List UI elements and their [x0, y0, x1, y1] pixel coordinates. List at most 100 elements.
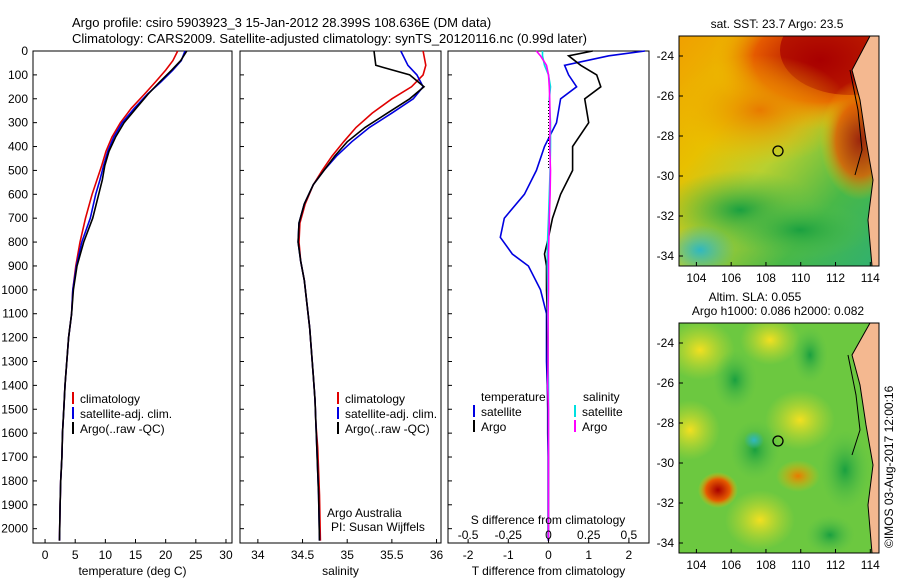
sla-yellow-5 — [725, 490, 795, 550]
sla-green-2 — [792, 327, 828, 383]
sla-land — [851, 323, 879, 553]
series-line-argo-raw-qc- — [297, 50, 426, 541]
map-x-tick-label: 108 — [756, 558, 776, 572]
legend-label-sal-argo: Argo — [582, 420, 608, 434]
x-tick-label: 35 — [341, 548, 355, 562]
s-diff-tick-label: 0.25 — [577, 528, 601, 542]
y-tick-label: 2000 — [1, 522, 28, 536]
map-x-tick-label: 110 — [791, 271, 810, 285]
x-tick-label: 1 — [585, 548, 592, 562]
series-line-salinity-argo — [535, 50, 552, 541]
map-x-tick-label: 106 — [721, 558, 741, 572]
legend-label-argo: Argo(..raw -QC) — [80, 422, 165, 436]
map-y-tick-label: -32 — [657, 209, 675, 223]
map-x-tick-label: 108 — [756, 271, 776, 285]
series-line-argo — [543, 50, 602, 541]
salinity-legend: climatology satellite-adj. clim. Argo(..… — [337, 392, 437, 436]
sst-land — [851, 36, 879, 266]
x-tick-label: 35.5 — [380, 548, 404, 562]
legend-title-temperature: temperature — [481, 390, 546, 404]
sla-coast-contour — [847, 354, 861, 456]
sla-yellow-4 — [679, 400, 720, 460]
map-x-tick-label: 114 — [861, 271, 880, 285]
y-tick-label: 700 — [8, 211, 28, 225]
x-tick-label: 25 — [189, 548, 203, 562]
y-tick-label: 1400 — [1, 378, 28, 392]
map-x-tick-label: 104 — [686, 558, 706, 572]
y-tick-label: 0 — [21, 44, 28, 58]
legend-label-temp-argo: Argo — [481, 420, 507, 434]
temperature-legend: climatology satellite-adj. clim. Argo(..… — [72, 392, 172, 436]
y-tick-label: 1800 — [1, 474, 28, 488]
series-line-climatology — [58, 50, 179, 541]
imos-credit: ©IMOS 03-Aug-2017 12:00:16 — [882, 385, 896, 548]
header-line2: Climatology: CARS2009. Satellite-adjuste… — [72, 31, 587, 46]
sla-map — [679, 323, 879, 553]
y-tick-label: 600 — [8, 187, 28, 201]
sst-orange-region — [679, 55, 850, 165]
map-x-tick-label: 104 — [686, 271, 706, 285]
y-tick-label: 1900 — [1, 498, 28, 512]
sst-cool-region2 — [730, 200, 870, 260]
sla-orange-1 — [698, 472, 738, 508]
x-tick-label: 10 — [99, 548, 113, 562]
map-y-tick-label: -26 — [657, 376, 675, 390]
series-line-argo-raw-qc- — [58, 50, 188, 541]
temperature-panel-frame — [32, 50, 233, 544]
y-tick-label: 1700 — [1, 450, 28, 464]
sla-cyan-patch — [744, 431, 764, 449]
y-tick-label: 100 — [8, 68, 28, 82]
legend-label-satellite: satellite-adj. clim. — [80, 407, 172, 421]
map-y-tick-label: -30 — [657, 169, 675, 183]
salinity-panel-frame — [239, 50, 442, 544]
sst-map-title: sat. SST: 23.7 Argo: 23.5 — [711, 17, 844, 31]
x-tick-label: 36 — [430, 548, 444, 562]
legend-label-climatology: climatology — [345, 392, 405, 406]
x-tick-label: 5 — [72, 548, 79, 562]
map-y-tick-label: -28 — [657, 129, 675, 143]
map-x-tick-label: 114 — [861, 558, 880, 572]
sla-map-ticks: 104 106 108 110 112 114 -24 -26 -28 -30 -32 -34 — [657, 336, 881, 572]
map-y-tick-label: -26 — [657, 89, 675, 103]
legend-label-sal-satellite: satellite — [582, 405, 623, 419]
sla-map-title: Altim. SLA: 0.055 — [709, 290, 802, 304]
y-tick-label: 1100 — [2, 307, 28, 321]
s-diff-tick-label: -0.25 — [495, 528, 523, 542]
series-line-satellite — [499, 50, 646, 541]
sla-map-frame — [678, 322, 880, 554]
x-tick-label: -2 — [463, 548, 474, 562]
s-diff-tick-label: 0 — [545, 528, 552, 542]
sst-map-ticks: 104 106 108 110 112 114 -24 -26 -28 -30 -32 -34 — [657, 49, 881, 285]
map-y-tick-label: -24 — [657, 336, 675, 350]
y-tick-label: 800 — [8, 235, 28, 249]
x-tick-label: 30 — [219, 548, 233, 562]
y-tick-label: 900 — [8, 259, 28, 273]
map-x-tick-label: 106 — [721, 271, 741, 285]
y-tick-label: 400 — [8, 140, 28, 154]
x-tick-label: 0 — [42, 548, 49, 562]
y-tick-label: 200 — [8, 92, 28, 106]
x-tick-label: 34 — [251, 548, 265, 562]
temperature-axes: 0 5 10 15 20 25 30 temperature (deg C) 0 100 200 30… — [1, 44, 233, 578]
legend-label-temp-satellite: satellite — [481, 405, 522, 419]
y-tick-label: 1200 — [1, 331, 28, 345]
sla-green-5 — [805, 515, 855, 553]
sla-yellow-2 — [740, 323, 800, 365]
x-tick-label: -1 — [503, 548, 514, 562]
y-tick-label: 500 — [8, 163, 28, 177]
legend-label-climatology: climatology — [80, 392, 140, 406]
sst-map-frame — [678, 35, 880, 267]
map-x-tick-label: 112 — [826, 558, 845, 572]
difference-axes: -2 -1 0 1 2T difference from climatology -0.5… — [448, 50, 646, 578]
s-diff-tick-label: 0.5 — [621, 528, 638, 542]
y-tick-label: 1500 — [1, 402, 28, 416]
y-tick-label: 300 — [8, 116, 28, 130]
map-y-tick-label: -24 — [657, 49, 675, 63]
sst-coast-contour — [849, 69, 863, 176]
sst-argo-marker — [772, 145, 784, 157]
x-tick-label: 2 — [626, 548, 633, 562]
sla-yellow-3 — [765, 390, 835, 450]
x-tick-label: 34.5 — [291, 548, 315, 562]
y-tick-label: 1600 — [1, 426, 28, 440]
